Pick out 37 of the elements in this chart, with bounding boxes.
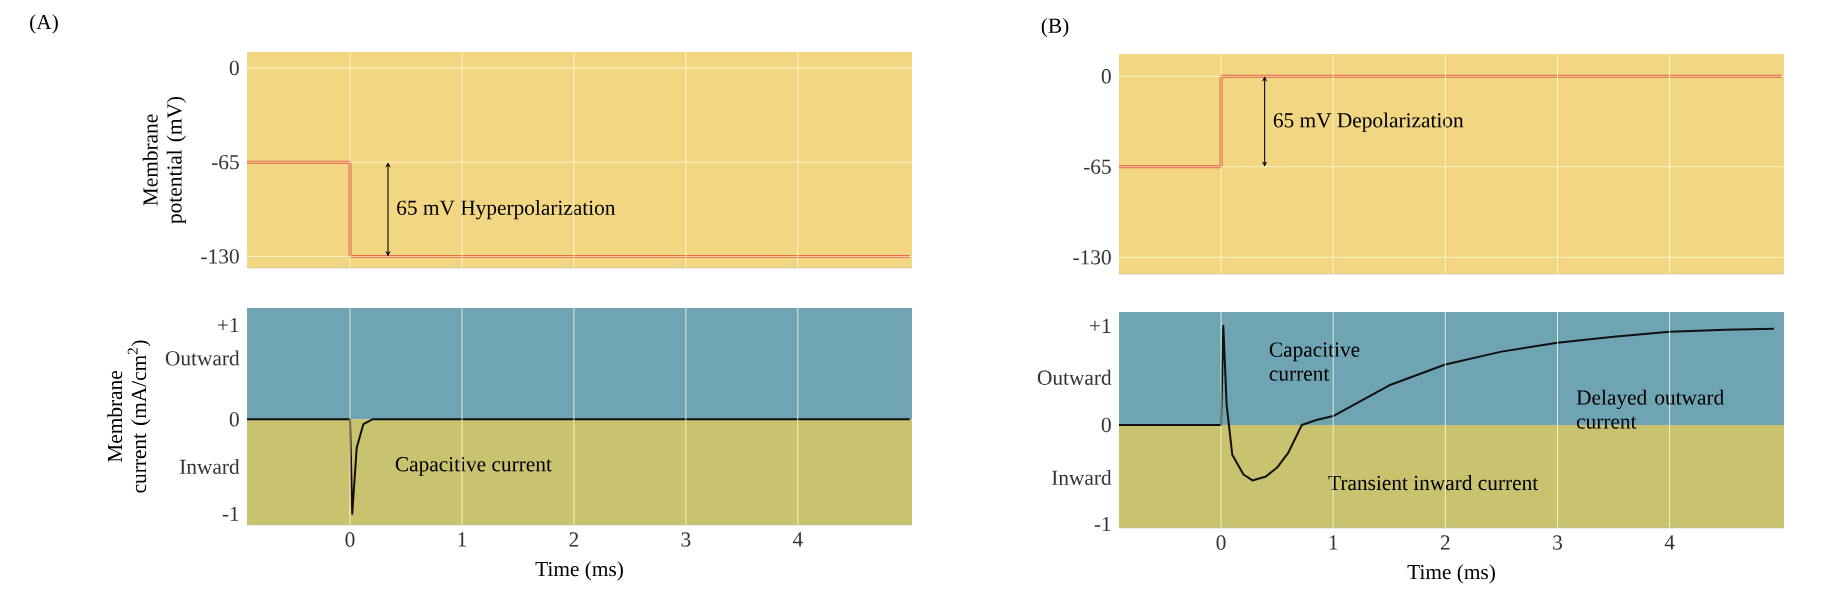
y-tick-label: Inward — [179, 458, 240, 474]
x-tick-label: 3 — [1553, 535, 1562, 550]
x-axis-title: Time (ms) — [1407, 564, 1495, 584]
annotation: Capacitive current — [1269, 342, 1360, 381]
y-tick-label: Outward — [165, 350, 240, 366]
x-tick-label: 1 — [458, 532, 467, 547]
annotation: 65 mV Hyperpolarization — [397, 199, 616, 220]
y-tick-label: -65 — [1083, 159, 1111, 174]
y-tick-label: Outward — [1037, 369, 1112, 385]
annotation: 65 mV Depolarization — [1273, 112, 1464, 132]
y-tick-label: 0 — [229, 60, 239, 76]
x-tick-label: 4 — [792, 532, 803, 547]
x-tick-label: 2 — [569, 532, 579, 547]
y-tick-label: -65 — [211, 155, 239, 170]
y-tick-label: -130 — [1073, 250, 1111, 265]
y-tick-label: 0 — [1101, 417, 1111, 433]
y-tick-label: 0 — [229, 412, 239, 427]
text: (A) — [30, 14, 58, 34]
annotation: Transient inward current — [1328, 475, 1539, 491]
annotation: Capacitive current — [395, 457, 552, 476]
x-tick-label: 1 — [1329, 535, 1338, 550]
y-tick-label: Inward — [1051, 469, 1112, 485]
x-tick-label: 0 — [345, 532, 355, 547]
x-axis-title: Time (ms) — [535, 561, 623, 581]
x-tick-label: 2 — [1440, 535, 1450, 550]
y-tick-label: -130 — [201, 249, 239, 264]
y-tick-label: +1 — [1090, 318, 1111, 333]
y-axis-title: Membrane potential (mV) — [142, 96, 187, 224]
y-axis-title: Membrane current (mA/cm$^{2}$) — [107, 340, 151, 493]
y-tick-label: -1 — [222, 506, 239, 521]
x-tick-label: 4 — [1664, 535, 1675, 550]
y-tick-label: 0 — [1101, 69, 1111, 84]
x-tick-label: 0 — [1216, 535, 1226, 550]
x-tick-label: 3 — [681, 532, 691, 547]
text: (B) — [1041, 17, 1069, 38]
y-tick-label: +1 — [218, 317, 239, 333]
y-tick-label: -1 — [1094, 516, 1111, 532]
